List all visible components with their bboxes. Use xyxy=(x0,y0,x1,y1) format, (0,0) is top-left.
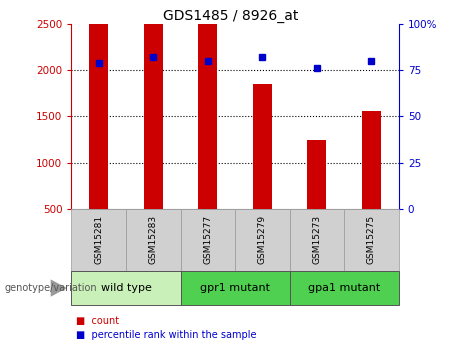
Text: GSM15273: GSM15273 xyxy=(313,215,321,264)
Bar xyxy=(253,84,272,209)
Text: genotype/variation: genotype/variation xyxy=(5,283,97,293)
Text: GSM15275: GSM15275 xyxy=(367,215,376,264)
Text: GSM15279: GSM15279 xyxy=(258,215,267,264)
Bar xyxy=(89,0,108,209)
Text: gpa1 mutant: gpa1 mutant xyxy=(308,283,380,293)
Bar xyxy=(198,0,218,209)
Text: gpr1 mutant: gpr1 mutant xyxy=(200,283,270,293)
Text: ■  percentile rank within the sample: ■ percentile rank within the sample xyxy=(76,330,257,339)
Text: GSM15283: GSM15283 xyxy=(149,215,158,264)
Polygon shape xyxy=(51,279,67,297)
Bar xyxy=(362,111,381,209)
Text: GSM15277: GSM15277 xyxy=(203,215,213,264)
Bar xyxy=(144,0,163,209)
Text: wild type: wild type xyxy=(100,283,152,293)
Bar xyxy=(307,139,326,209)
Text: GDS1485 / 8926_at: GDS1485 / 8926_at xyxy=(163,9,298,23)
Text: ■  count: ■ count xyxy=(76,316,119,326)
Text: GSM15281: GSM15281 xyxy=(94,215,103,264)
